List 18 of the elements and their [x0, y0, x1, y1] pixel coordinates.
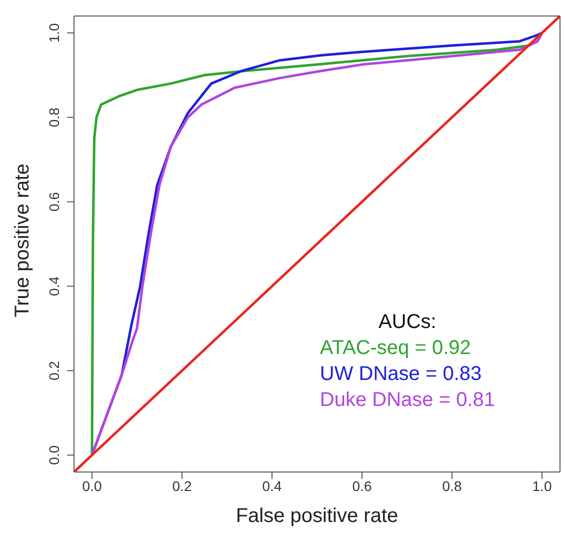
text: Duke DNase = 0.81 [320, 388, 495, 413]
y-tick-label: 0.4 [46, 276, 62, 296]
x-axis-title: False positive rate [236, 505, 398, 527]
text: UW DNase = 0.83 [320, 362, 483, 387]
x-tick-label: 0.0 [82, 478, 102, 494]
legend-title: AUCs: [378, 310, 438, 335]
y-tick-label: 0.2 [46, 360, 62, 380]
y-tick-label: 0.0 [46, 445, 62, 465]
x-tick-label: 1.0 [532, 478, 552, 494]
y-tick-label: 1.0 [46, 22, 62, 43]
x-tick-label: 0.6 [352, 478, 372, 494]
x-tick-label: 0.8 [442, 478, 462, 494]
x-tick-label: 0.4 [262, 478, 282, 494]
y-tick-label: 0.6 [46, 192, 62, 212]
y-axis-title: True positive rate [12, 163, 34, 317]
y-tick-label: 0.8 [46, 107, 62, 128]
x-tick-label: 0.2 [172, 478, 192, 494]
text: ATAC-seq = 0.92 [320, 336, 472, 361]
